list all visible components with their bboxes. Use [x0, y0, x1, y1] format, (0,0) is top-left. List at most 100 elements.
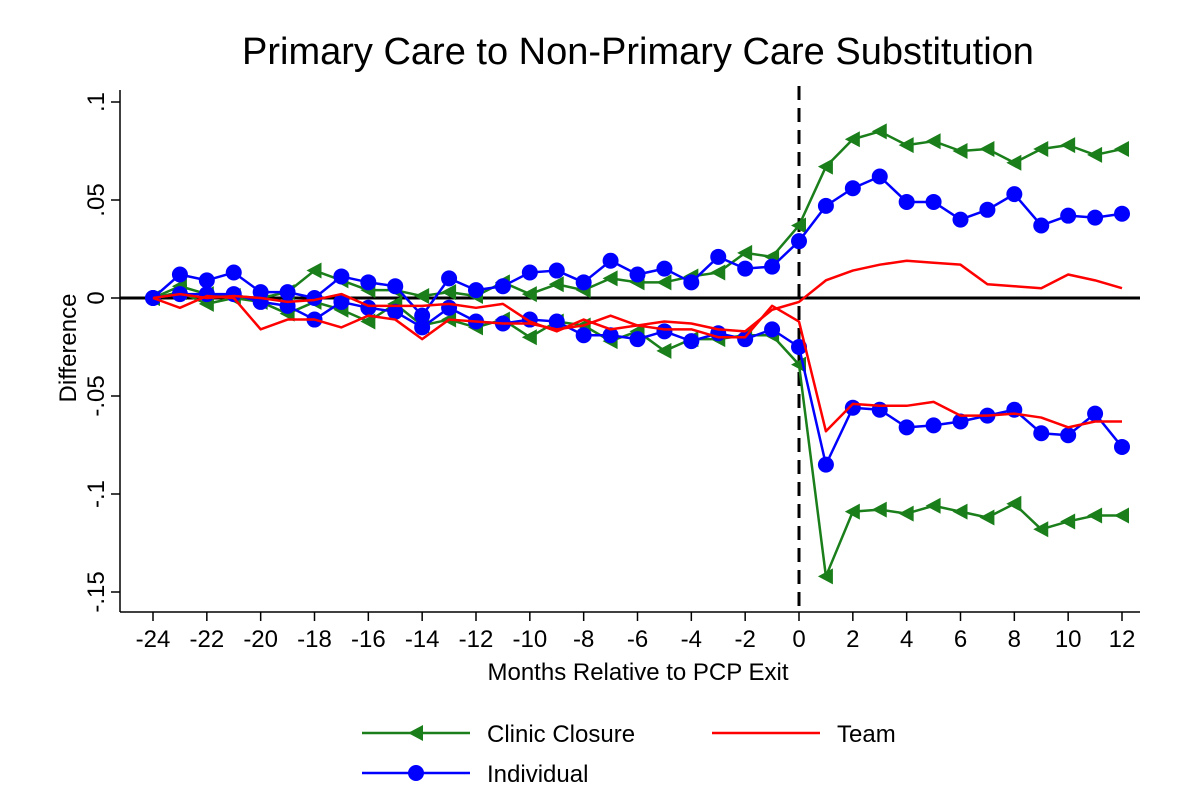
series-individual-upper: [145, 168, 1130, 324]
y-tick-label: 0: [83, 291, 110, 304]
data-point: [441, 284, 457, 301]
data-point: [360, 313, 376, 330]
data-point: [1114, 507, 1129, 524]
data-point: [952, 143, 968, 159]
data-point: [360, 274, 377, 291]
data-point: [844, 399, 861, 416]
data-point: [656, 342, 672, 359]
data-point: [414, 319, 431, 336]
data-point: [521, 329, 537, 346]
data-point: [871, 168, 888, 185]
data-point: [575, 327, 592, 344]
data-point: [306, 290, 323, 306]
data-point: [817, 197, 834, 214]
data-point: [1060, 427, 1077, 444]
data-point: [710, 264, 726, 281]
data-point: [441, 299, 458, 316]
data-point: [1033, 521, 1049, 538]
data-point: [575, 274, 592, 291]
y-tick-label: -.05: [83, 375, 110, 416]
data-point: [656, 260, 673, 277]
data-point: [791, 233, 807, 250]
x-tick-label: -24: [136, 626, 171, 653]
data-point: [1033, 141, 1049, 158]
data-point: [898, 419, 915, 436]
data-point: [306, 262, 322, 279]
data-point: [548, 313, 565, 330]
data-point: [898, 137, 914, 154]
data-point: [1060, 513, 1076, 530]
data-point: [764, 258, 781, 275]
data-point: [1087, 146, 1103, 163]
data-point: [737, 244, 753, 261]
x-tick-label: 2: [846, 626, 859, 653]
data-point: [414, 288, 430, 305]
data-point: [1114, 438, 1130, 455]
data-point: [333, 293, 350, 310]
data-point: [871, 123, 887, 140]
data-point: [1006, 186, 1023, 203]
x-tick-label: -22: [189, 626, 224, 653]
x-tick-label: 10: [1055, 626, 1082, 653]
data-point: [1087, 507, 1103, 524]
data-point: [979, 201, 996, 218]
x-tick-label: -8: [573, 626, 594, 653]
data-point: [925, 497, 941, 514]
data-point: [710, 248, 727, 265]
axes: -.15-.1-.050.05.1-24 -22 -20 -18 -16 -14 -12 -1…: [83, 90, 1140, 653]
series-clinic-closure-lower: [145, 284, 1129, 585]
data-point: [171, 266, 188, 283]
data-point: [791, 217, 806, 234]
data-point: [871, 401, 888, 418]
data-point: [1087, 209, 1104, 226]
data-point: [844, 180, 861, 197]
legend-item-team: Team: [712, 721, 896, 748]
data-point: [387, 278, 404, 295]
data-point: [764, 321, 781, 338]
data-point: [683, 274, 700, 291]
data-point: [979, 141, 995, 158]
data-point: [871, 501, 887, 518]
series-line: [152, 292, 1122, 433]
data-point: [441, 270, 458, 287]
data-point: [952, 503, 968, 520]
data-point: [1060, 207, 1077, 224]
y-tick-label: -.1: [83, 480, 110, 508]
data-point: [1114, 141, 1129, 158]
data-point: [252, 293, 269, 310]
data-point: [1033, 425, 1050, 442]
data-point: [1087, 405, 1104, 422]
y-tick-label: .1: [83, 92, 110, 112]
data-point: [1033, 217, 1050, 234]
x-axis-label: Months Relative to PCP Exit: [487, 659, 788, 686]
x-tick-label: -14: [405, 626, 440, 653]
data-point: [602, 327, 619, 344]
data-point: [629, 331, 646, 348]
data-point: [737, 331, 754, 348]
x-tick-label: 8: [1008, 626, 1021, 653]
data-point: [979, 509, 995, 526]
data-point: [737, 260, 754, 277]
series-team-lower: [152, 292, 1122, 433]
legend-item-individual: Individual: [362, 761, 588, 788]
data-point: [225, 264, 242, 281]
data-point: [844, 503, 860, 520]
legend-label: Individual: [487, 761, 588, 788]
legend-label: Clinic Closure: [487, 721, 635, 748]
data-point: [898, 505, 914, 522]
data-point: [279, 284, 296, 301]
x-tick-label: -4: [681, 626, 702, 653]
data-point: [683, 333, 700, 350]
x-tick-label: 0: [792, 626, 805, 653]
x-tick-label: -2: [734, 626, 755, 653]
legend: Clinic Closure Team Individual: [362, 721, 896, 788]
x-tick-label: 12: [1109, 626, 1136, 653]
data-point: [629, 266, 646, 283]
data-point: [952, 211, 969, 228]
data-point: [844, 131, 860, 148]
data-point: [1060, 137, 1076, 154]
data-point: [817, 568, 833, 585]
data-point: [898, 193, 915, 210]
data-point: [925, 133, 941, 150]
